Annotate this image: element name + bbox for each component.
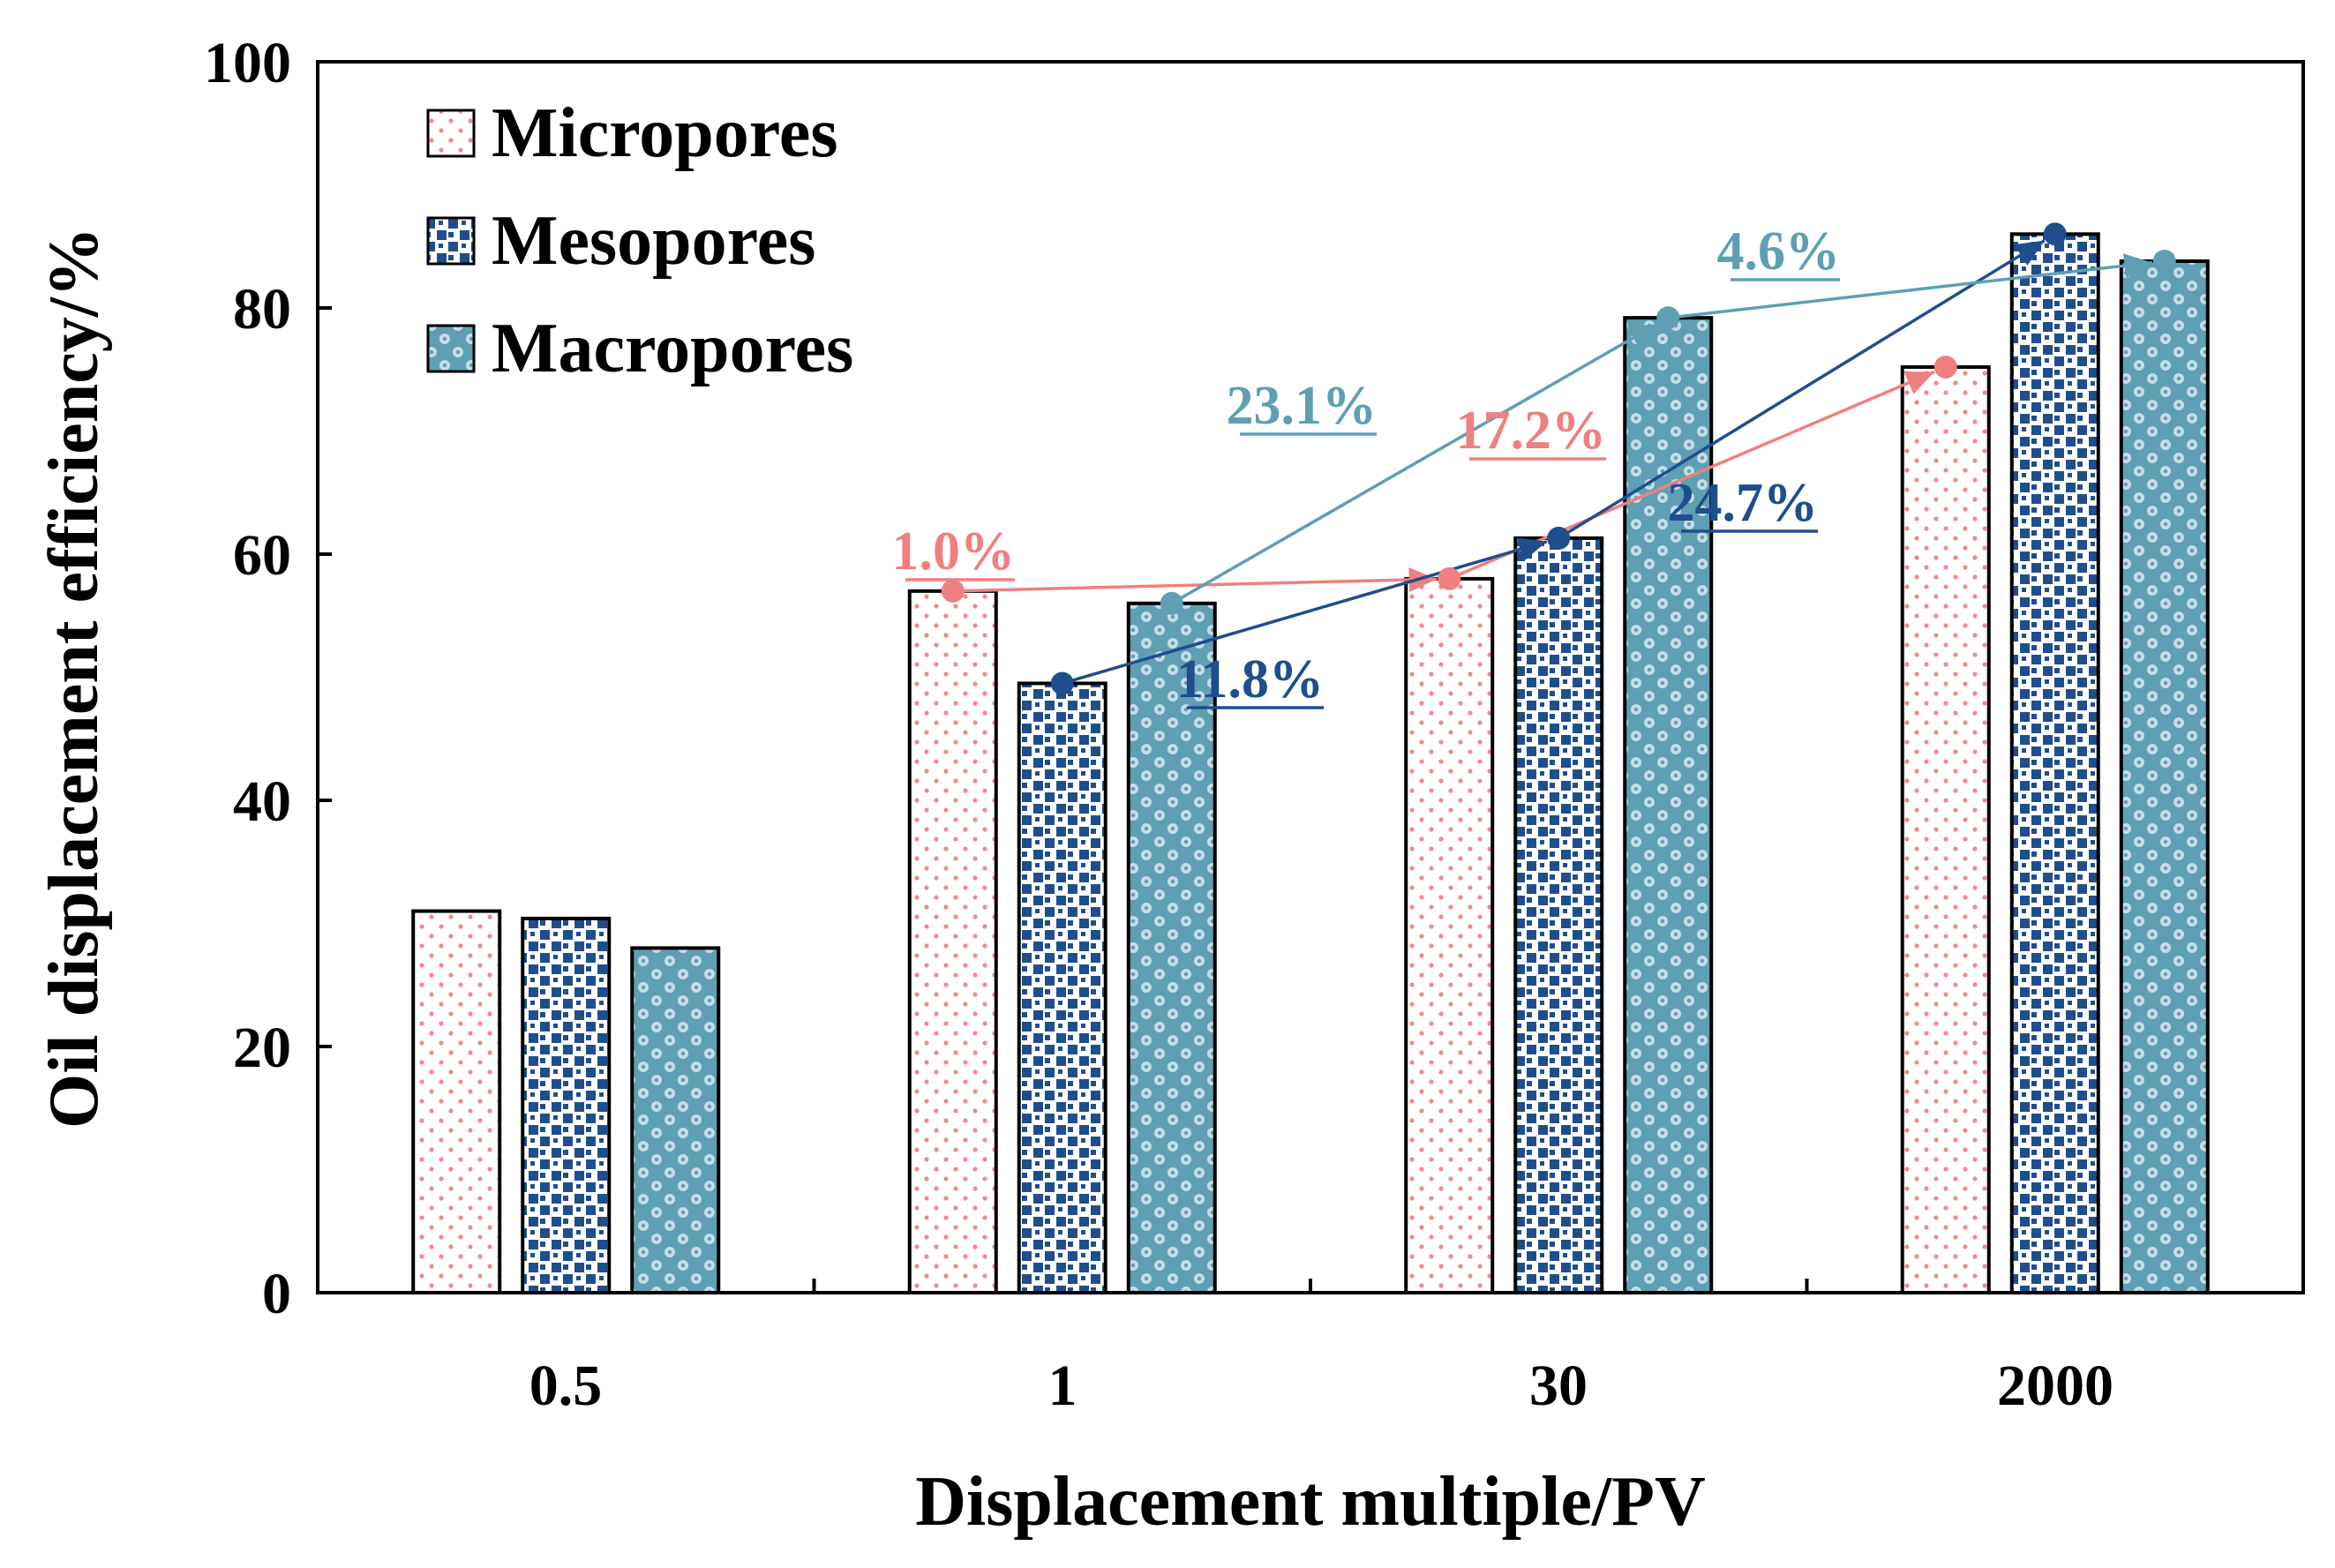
bar-micropores-30 <box>1404 576 1495 1294</box>
change-label-micropores-1-to-30: 1.0% <box>892 521 1016 581</box>
arrow-macropores-1-to-30 <box>1170 322 1658 605</box>
change-label-mesopores-30-to-2000: 24.7% <box>1668 473 1819 533</box>
marker-macropores-2000 <box>2152 249 2176 273</box>
bar-micropores-2000 <box>1900 364 1991 1295</box>
marker-macropores-1 <box>1160 591 1183 615</box>
change-arrows <box>952 239 2153 686</box>
y-tick-label: 60 <box>233 523 291 588</box>
y-tick-label: 80 <box>233 277 291 341</box>
legend-swatch-macropores <box>426 324 476 373</box>
change-label-macropores-1-to-30: 23.1% <box>1227 376 1378 436</box>
marker-micropores-1 <box>941 579 965 603</box>
legend: Micropores Mesopores Macropores <box>426 94 853 387</box>
legend-label-micropores: Micropores <box>492 94 838 172</box>
change-label-micropores-30-to-2000: 17.2% <box>1456 401 1607 461</box>
axis-ticks <box>318 60 1809 1294</box>
x-axis-title: Displacement multiple/PV <box>915 1463 1705 1541</box>
change-label-mesopores-1-to-30: 11.8% <box>1176 649 1324 709</box>
x-axis-tick-labels: 0.5 1 30 2000 <box>529 1354 2114 1418</box>
marker-macropores-30 <box>1656 306 1680 330</box>
bar-macropores-2000 <box>2119 259 2210 1294</box>
arrow-micropores-1-to-30 <box>952 567 1438 593</box>
marker-mesopores-2000 <box>2043 222 2067 246</box>
y-axis-title: Oil displacement efficiency/% <box>35 227 113 1129</box>
bar-macropores-1 <box>1126 601 1217 1294</box>
bar-mesopores-2000 <box>2009 232 2100 1294</box>
bar-macropores-0.5 <box>630 946 721 1295</box>
x-tick-label: 30 <box>1529 1354 1588 1418</box>
marker-mesopores-30 <box>1547 526 1571 550</box>
y-tick-label: 100 <box>204 31 291 95</box>
marker-micropores-2000 <box>1933 355 1957 379</box>
y-axis-tick-labels: 0 20 40 60 80 100 <box>204 31 291 1326</box>
bar-micropores-1 <box>907 589 998 1294</box>
arrow-mesopores-30-to-2000 <box>1558 239 2046 540</box>
x-tick-label: 0.5 <box>529 1354 603 1418</box>
percent-change-annotations: 1.0% 17.2% 11.8% 24.7% 23.1% 4.6% <box>892 221 1841 709</box>
legend-swatch-mesopores <box>426 216 476 266</box>
bar-mesopores-30 <box>1513 536 1604 1294</box>
arrow-macropores-30-to-2000 <box>1668 253 2153 319</box>
bar-mesopores-1 <box>1017 681 1107 1294</box>
legend-swatch-micropores <box>426 109 476 158</box>
marker-micropores-30 <box>1438 566 1461 590</box>
change-label-macropores-30-to-2000: 4.6% <box>1717 221 1841 281</box>
x-tick-label: 2000 <box>1997 1354 2114 1418</box>
arrow-mesopores-1-to-30 <box>1062 537 1548 686</box>
legend-label-macropores: Macropores <box>492 310 853 387</box>
y-tick-label: 40 <box>233 769 291 834</box>
x-tick-label: 1 <box>1048 1354 1077 1418</box>
y-tick-label: 0 <box>262 1262 291 1326</box>
marker-mesopores-1 <box>1050 671 1074 695</box>
bar-mesopores-0.5 <box>521 916 612 1295</box>
bar-micropores-0.5 <box>411 909 502 1295</box>
bar-macropores-30 <box>1623 316 1714 1294</box>
y-tick-label: 20 <box>233 1016 291 1080</box>
legend-label-mesopores: Mesopores <box>492 202 815 280</box>
bar-top-markers <box>941 222 2176 695</box>
